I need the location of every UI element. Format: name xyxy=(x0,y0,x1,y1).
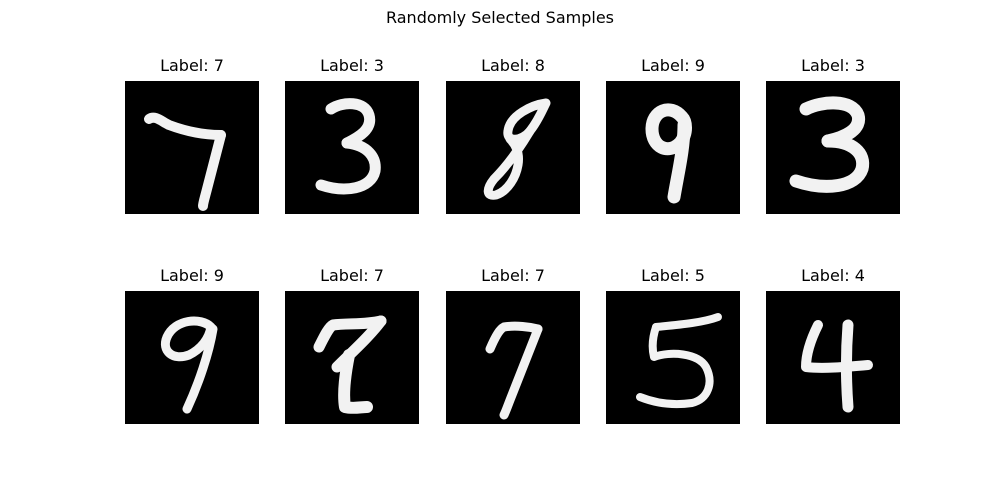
digit-image-7 xyxy=(446,291,580,424)
digit-image-3 xyxy=(285,81,419,214)
digit-image-3 xyxy=(766,81,900,214)
digit-image-9 xyxy=(125,291,259,424)
sample-panel-1: Label: 7 xyxy=(125,56,259,214)
sample-panel-2: Label: 3 xyxy=(285,56,419,214)
sample-panel-9: Label: 5 xyxy=(606,266,740,424)
sample-panel-3: Label: 8 xyxy=(446,56,580,214)
digit-image-5 xyxy=(606,291,740,424)
sample-label: Label: 8 xyxy=(481,56,545,75)
sample-panel-6: Label: 9 xyxy=(125,266,259,424)
digit-image-4 xyxy=(766,291,900,424)
sample-label: Label: 3 xyxy=(320,56,384,75)
sample-label: Label: 4 xyxy=(801,266,865,285)
sample-label: Label: 7 xyxy=(320,266,384,285)
digit-image-7 xyxy=(125,81,259,214)
sample-label: Label: 5 xyxy=(641,266,705,285)
sample-label: Label: 7 xyxy=(160,56,224,75)
sample-label: Label: 9 xyxy=(160,266,224,285)
sample-panel-4: Label: 9 xyxy=(606,56,740,214)
sample-panel-7: Label: 7 xyxy=(285,266,419,424)
sample-panel-10: Label: 4 xyxy=(766,266,900,424)
figure-title: Randomly Selected Samples xyxy=(385,8,614,27)
sample-label: Label: 7 xyxy=(481,266,545,285)
sample-panel-8: Label: 7 xyxy=(446,266,580,424)
sample-panel-5: Label: 3 xyxy=(766,56,900,214)
sample-label: Label: 3 xyxy=(801,56,865,75)
digit-image-7 xyxy=(285,291,419,424)
digit-image-8 xyxy=(446,81,580,214)
sample-label: Label: 9 xyxy=(641,56,705,75)
digit-image-9 xyxy=(606,81,740,214)
